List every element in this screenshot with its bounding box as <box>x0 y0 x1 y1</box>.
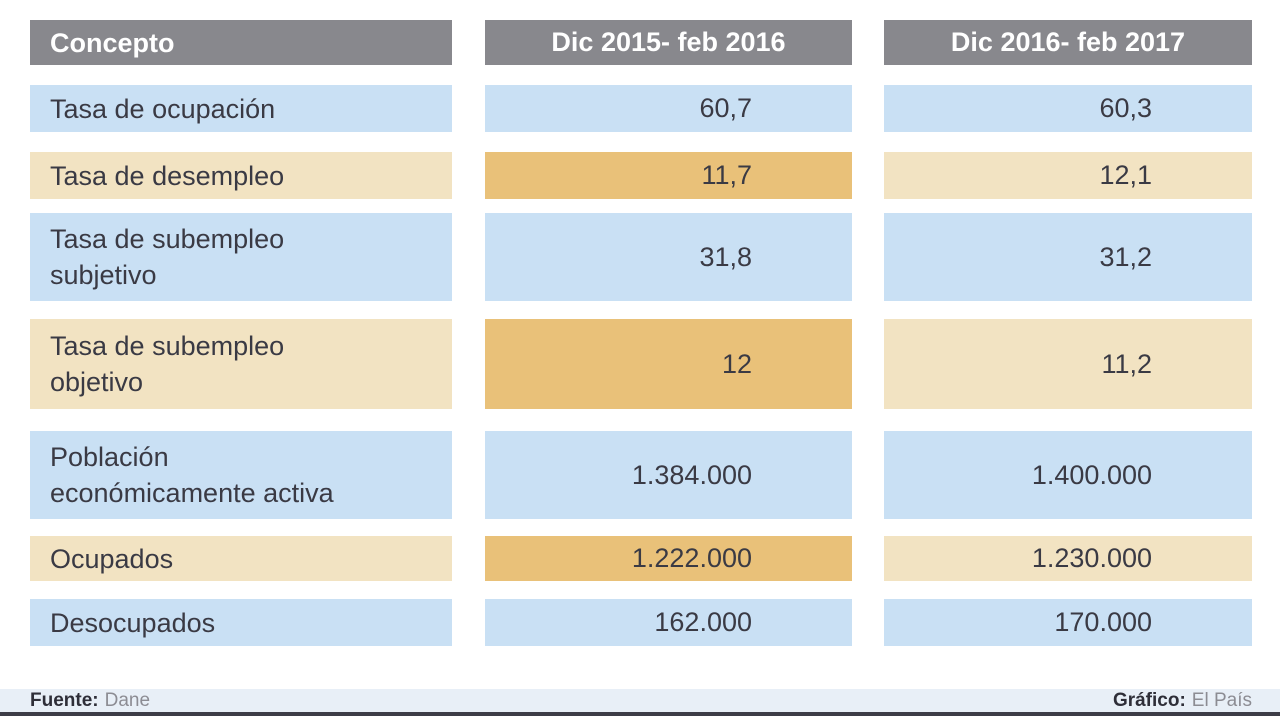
table-row-subempleo-subjetivo: Tasa de subempleo subjetivo 31,8 31,2 <box>30 213 1252 301</box>
concept-cell: Población económicamente activa <box>30 431 452 519</box>
table-header-row: Concepto Dic 2015- feb 2016 Dic 2016- fe… <box>30 20 1252 65</box>
value-cell-period2: 12,1 <box>884 152 1252 199</box>
footer-bar: Fuente: Dane Gráfico: El País <box>0 689 1280 716</box>
value-cell-period1-highlight: 12 <box>485 319 852 409</box>
header-label-concept: Concepto <box>50 27 175 58</box>
value-cell-period1: 1.384.000 <box>485 431 852 519</box>
credit-label: Gráfico: <box>1112 689 1186 711</box>
value-cell-period1-highlight: 1.222.000 <box>485 536 852 581</box>
source-label: Fuente: <box>30 689 99 711</box>
value-cell-period1: 162.000 <box>485 599 852 646</box>
concept-label: Tasa de subempleo subjetivo <box>50 224 285 290</box>
header-label-period2: Dic 2016- feb 2017 <box>950 27 1186 57</box>
source-value: Dane <box>104 689 151 711</box>
value-period2: 12,1 <box>1099 160 1152 190</box>
concept-label: Población económicamente activa <box>50 442 334 508</box>
value-period1: 60,7 <box>699 93 752 123</box>
header-label-period1: Dic 2015- feb 2016 <box>551 27 786 57</box>
concept-label: Desocupados <box>50 607 216 638</box>
value-period1: 12 <box>721 348 752 379</box>
credit-value: El País <box>1191 689 1252 711</box>
concept-cell: Ocupados <box>30 536 452 581</box>
value-cell-period2: 11,2 <box>884 319 1252 409</box>
concept-label: Tasa de subempleo objetivo <box>50 331 285 397</box>
table-row-tasa-desempleo: Tasa de desempleo 11,7 12,1 <box>30 152 1252 199</box>
value-period2: 60,3 <box>1099 93 1152 123</box>
value-cell-period2: 31,2 <box>884 213 1252 301</box>
concept-cell: Tasa de ocupación <box>30 85 452 132</box>
value-period1: 162.000 <box>654 607 752 637</box>
value-cell-period2: 170.000 <box>884 599 1252 646</box>
value-cell-period1: 31,8 <box>485 213 852 301</box>
value-period2: 1.400.000 <box>1031 459 1152 490</box>
value-period2: 170.000 <box>1054 607 1152 637</box>
value-period1: 31,8 <box>699 241 752 272</box>
value-period1: 1.384.000 <box>631 459 752 490</box>
value-cell-period1-highlight: 11,7 <box>485 152 852 199</box>
concept-label: Tasa de desempleo <box>50 160 285 191</box>
header-cell-period2: Dic 2016- feb 2017 <box>884 20 1252 65</box>
table-row-desocupados: Desocupados 162.000 170.000 <box>30 599 1252 646</box>
concept-cell: Tasa de subempleo subjetivo <box>30 213 452 301</box>
value-cell-period1: 60,7 <box>485 85 852 132</box>
value-cell-period2: 60,3 <box>884 85 1252 132</box>
statistics-table: Concepto Dic 2015- feb 2016 Dic 2016- fe… <box>30 20 1252 646</box>
concept-label: Tasa de ocupación <box>50 93 276 124</box>
concept-cell: Tasa de subempleo objetivo <box>30 319 452 409</box>
concept-cell: Desocupados <box>30 599 452 646</box>
concept-cell: Tasa de desempleo <box>30 152 452 199</box>
value-period1: 1.222.000 <box>631 543 752 573</box>
table-row-poblacion-activa: Población económicamente activa 1.384.00… <box>30 431 1252 519</box>
header-cell-concept: Concepto <box>30 20 452 65</box>
value-cell-period2: 1.400.000 <box>884 431 1252 519</box>
value-period2: 1.230.000 <box>1031 543 1152 573</box>
value-period1: 11,7 <box>701 160 752 190</box>
graphic-credit: Gráfico: El País <box>1113 690 1252 712</box>
table-row-ocupados: Ocupados 1.222.000 1.230.000 <box>30 536 1252 581</box>
value-period2: 31,2 <box>1099 241 1152 272</box>
table-row-subempleo-objetivo: Tasa de subempleo objetivo 12 11,2 <box>30 319 1252 409</box>
source-credit: Fuente: Dane <box>30 690 150 712</box>
header-cell-period1: Dic 2015- feb 2016 <box>485 20 852 65</box>
table-row-tasa-ocupacion: Tasa de ocupación 60,7 60,3 <box>30 85 1252 132</box>
value-cell-period2: 1.230.000 <box>884 536 1252 581</box>
value-period2: 11,2 <box>1101 348 1152 379</box>
concept-label: Ocupados <box>50 543 174 574</box>
